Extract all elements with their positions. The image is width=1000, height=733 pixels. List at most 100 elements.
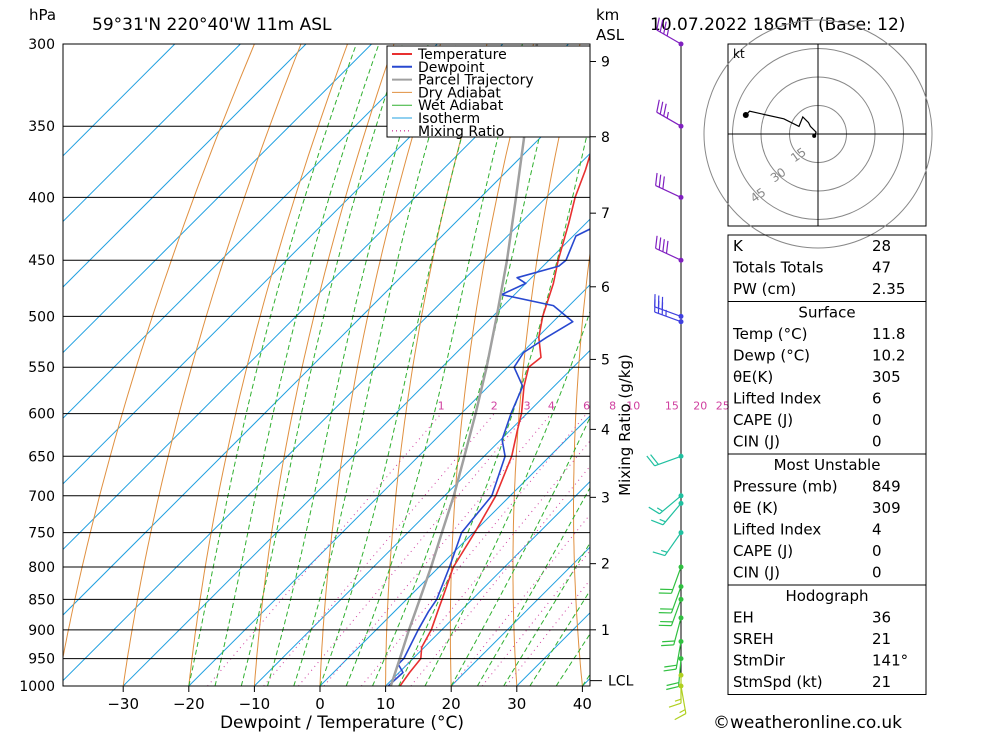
table-row-label: Dewp (°C) — [733, 347, 810, 365]
pressure-tick-label: 450 — [28, 253, 55, 269]
table-row-value: 10.2 — [872, 347, 905, 365]
wind-barb — [655, 172, 684, 200]
isotherm-line — [63, 44, 504, 485]
mixing-ratio-line — [361, 413, 587, 686]
pressure-tick-label: 500 — [28, 309, 55, 325]
hodograph-start-marker — [812, 133, 817, 138]
hodograph-trace — [745, 110, 817, 137]
wind-barb-flag — [646, 455, 656, 467]
km-tick-label: 6 — [601, 280, 610, 296]
wind-barb-flag — [663, 21, 667, 35]
wind-barb — [661, 615, 684, 647]
wind-barb — [656, 17, 684, 47]
wet-adiabat-line — [398, 119, 590, 686]
table-title: Most Unstable — [774, 456, 881, 474]
isotherm-line — [254, 349, 590, 686]
table-row-value: 141° — [872, 652, 908, 670]
wind-barb-staff — [656, 111, 682, 127]
mixing-ratio-label: 8 — [609, 400, 616, 413]
wet-adiabat-line — [476, 486, 590, 686]
x-tick-label: 20 — [442, 695, 461, 713]
wind-barb — [663, 639, 684, 672]
wind-barb-flag — [662, 640, 675, 643]
table-title: Surface — [798, 304, 855, 322]
wind-barb-flag — [662, 176, 665, 190]
wind-barb-flag — [656, 17, 660, 31]
isotherm-line — [63, 152, 590, 682]
wind-barb-staff — [675, 641, 682, 670]
wind-barb-half-flag — [656, 507, 663, 512]
table-row-value: 849 — [872, 478, 901, 496]
wind-barb-flag — [648, 506, 660, 515]
legend-entry: Parcel Trajectory — [418, 73, 534, 89]
table-row-label: Pressure (mb) — [733, 478, 838, 496]
table-row-value: 21 — [872, 673, 891, 691]
mixing-ratio-label: 1 — [438, 400, 445, 413]
wind-barb-staff — [680, 685, 687, 714]
mixing-ratio-line — [263, 413, 495, 686]
isotherm-line — [385, 480, 590, 686]
wind-barb-flag — [650, 454, 659, 465]
wet-adiabat-line — [345, 44, 523, 686]
table-title: Hodograph — [785, 587, 868, 605]
isotherm-line — [63, 44, 307, 288]
location-title: 59°31'N 220°40'W 11m ASL — [92, 15, 332, 35]
wind-barb-flag — [663, 103, 667, 117]
isotherm-line — [63, 44, 241, 223]
wind-barb — [656, 99, 684, 129]
table-row-label: CIN (J) — [733, 564, 780, 582]
table-row-label: PW (cm) — [733, 280, 796, 298]
wind-barb-flag — [668, 702, 682, 708]
table-row-value: 47 — [872, 259, 891, 277]
wind-barb-staff — [670, 566, 682, 594]
table-row-label: Lifted Index — [733, 521, 821, 539]
dry-adiabat-line — [950, 44, 1000, 686]
km-tick-label: 5 — [601, 352, 610, 368]
table-row-value: 2.35 — [872, 280, 905, 298]
wind-barb-staff — [656, 29, 682, 45]
wind-barb — [652, 530, 684, 557]
wet-adiabat-line — [293, 44, 457, 686]
lcl-label: LCL — [608, 674, 634, 690]
x-tick-label: −20 — [173, 695, 205, 713]
pressure-tick-label: 900 — [28, 623, 55, 639]
wind-barb — [651, 500, 684, 526]
wind-barb-half-flag — [666, 111, 669, 119]
pressure-unit-label: hPa — [29, 6, 56, 24]
wind-barb — [666, 656, 684, 691]
wind-barb — [646, 453, 684, 467]
legend-box — [386, 45, 591, 138]
mixing-ratio-line — [451, 513, 590, 686]
isotherm-line — [63, 44, 176, 157]
mixing-ratio-line — [410, 465, 590, 686]
indices-tables: K 28 Totals Totals 47 PW (cm) 2.35 Surface Temp… — [727, 234, 927, 695]
table-row-label: Totals Totals — [732, 259, 824, 277]
wind-barb — [655, 235, 684, 263]
pressure-tick-label: 800 — [28, 560, 55, 576]
wind-barb-staff — [677, 658, 682, 687]
mixing-ratio-label: 20 — [693, 400, 707, 413]
dry-adiabat-line — [449, 44, 534, 686]
wet-adiabat-line — [319, 44, 488, 686]
table-row-label: StmSpd (kt) — [733, 673, 823, 691]
pressure-tick-label: 950 — [28, 652, 55, 668]
wind-barb-flag — [674, 713, 687, 721]
x-tick-label: 30 — [507, 695, 526, 713]
wind-barb-flag — [655, 172, 658, 186]
wet-adiabat-line — [188, 44, 357, 686]
legend-entry: Dry Adiabat — [418, 85, 501, 101]
wind-barb-flag — [661, 644, 674, 647]
table-row-value: 0 — [872, 411, 882, 429]
pressure-tick-label: 600 — [28, 407, 55, 423]
km-tick-label: 7 — [601, 206, 610, 222]
wind-barb-half-flag — [674, 698, 682, 702]
km-unit-label: km — [596, 6, 619, 24]
wind-barb-flag — [651, 519, 664, 526]
x-tick-label: −10 — [239, 695, 271, 713]
legend-entry: Mixing Ratio — [418, 124, 504, 140]
km-tick-label: 8 — [601, 130, 610, 146]
km-tick-label: 4 — [601, 422, 610, 438]
isotherm-line — [450, 546, 590, 686]
